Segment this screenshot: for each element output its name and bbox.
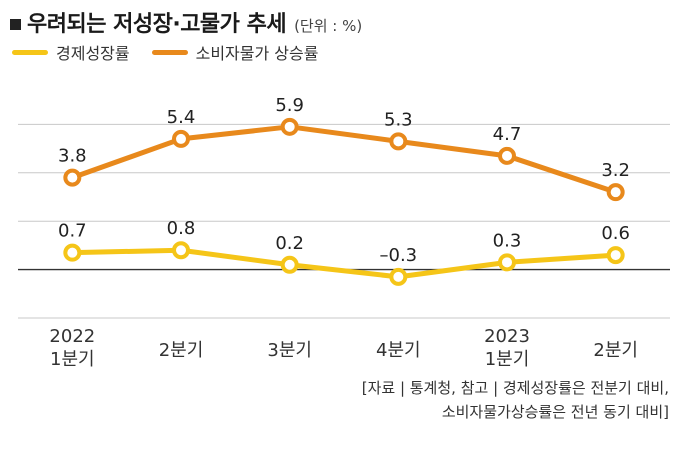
data-label-1: 4.7 [493, 124, 522, 145]
x-tick-label: 2022 1분기 [49, 326, 95, 370]
data-point-0 [63, 243, 82, 262]
data-label-0: 0.3 [493, 230, 522, 251]
data-point-1 [280, 117, 299, 136]
data-label-0: 0.2 [275, 233, 304, 254]
data-point-1 [389, 132, 408, 151]
data-point-1 [498, 146, 516, 165]
source-line-2: 소비자물가상승률은 전년 동기 대비] [441, 403, 669, 421]
unit-label: (단위 : %) [294, 17, 363, 35]
series-line-0 [69, 247, 619, 280]
data-label-1: 5.9 [275, 95, 304, 116]
legend: 경제성장률 소비자물가 상승률 [12, 40, 340, 64]
source-line-1: [자료 | 통계청, 참고 | 경제성장률은 전분기 대비, [361, 379, 669, 397]
data-label-1: 5.3 [384, 109, 413, 130]
x-tick-label: 2분기 [159, 340, 204, 361]
data-point-0 [498, 253, 516, 272]
data-point-0 [606, 246, 625, 265]
legend-label-gdp: 경제성장률 [56, 44, 130, 63]
legend-item-cpi: 소비자물가 상승률 [151, 40, 319, 64]
square-bullet-icon [10, 19, 21, 30]
series-line-1 [69, 124, 619, 195]
data-point-0 [389, 267, 408, 286]
legend-swatch-cpi [151, 49, 188, 55]
data-label-1: 3.8 [58, 146, 87, 167]
data-point-1 [606, 183, 625, 202]
data-label-1: 3.2 [601, 160, 630, 181]
chart-title: 우려되는 저성장·고물가 추세 [27, 12, 287, 37]
data-label-0: 0.8 [167, 218, 196, 239]
data-label-1: 5.4 [167, 107, 196, 128]
x-tick-label: 2분기 [593, 340, 638, 361]
x-tick-label: 3분기 [267, 340, 312, 361]
legend-swatch-gdp [12, 49, 48, 55]
data-point-0 [280, 255, 299, 274]
data-label-0: –0.3 [380, 245, 418, 266]
legend-label-cpi: 소비자물가 상승률 [195, 44, 319, 63]
data-label-0: 0.7 [58, 221, 87, 242]
data-label-0: 0.6 [601, 223, 630, 244]
chart-title-row: 우려되는 저성장·고물가 추세 (단위 : %) [10, 6, 362, 38]
data-point-0 [172, 241, 190, 260]
x-tick-label: 2023 1분기 [484, 326, 530, 370]
data-point-1 [172, 129, 190, 148]
data-point-1 [63, 168, 82, 187]
x-tick-label: 4분기 [376, 340, 421, 361]
source-note: [자료 | 통계청, 참고 | 경제성장률은 전분기 대비, 소비자물가상승률은… [362, 376, 669, 424]
legend-item-gdp: 경제성장률 [12, 40, 130, 64]
